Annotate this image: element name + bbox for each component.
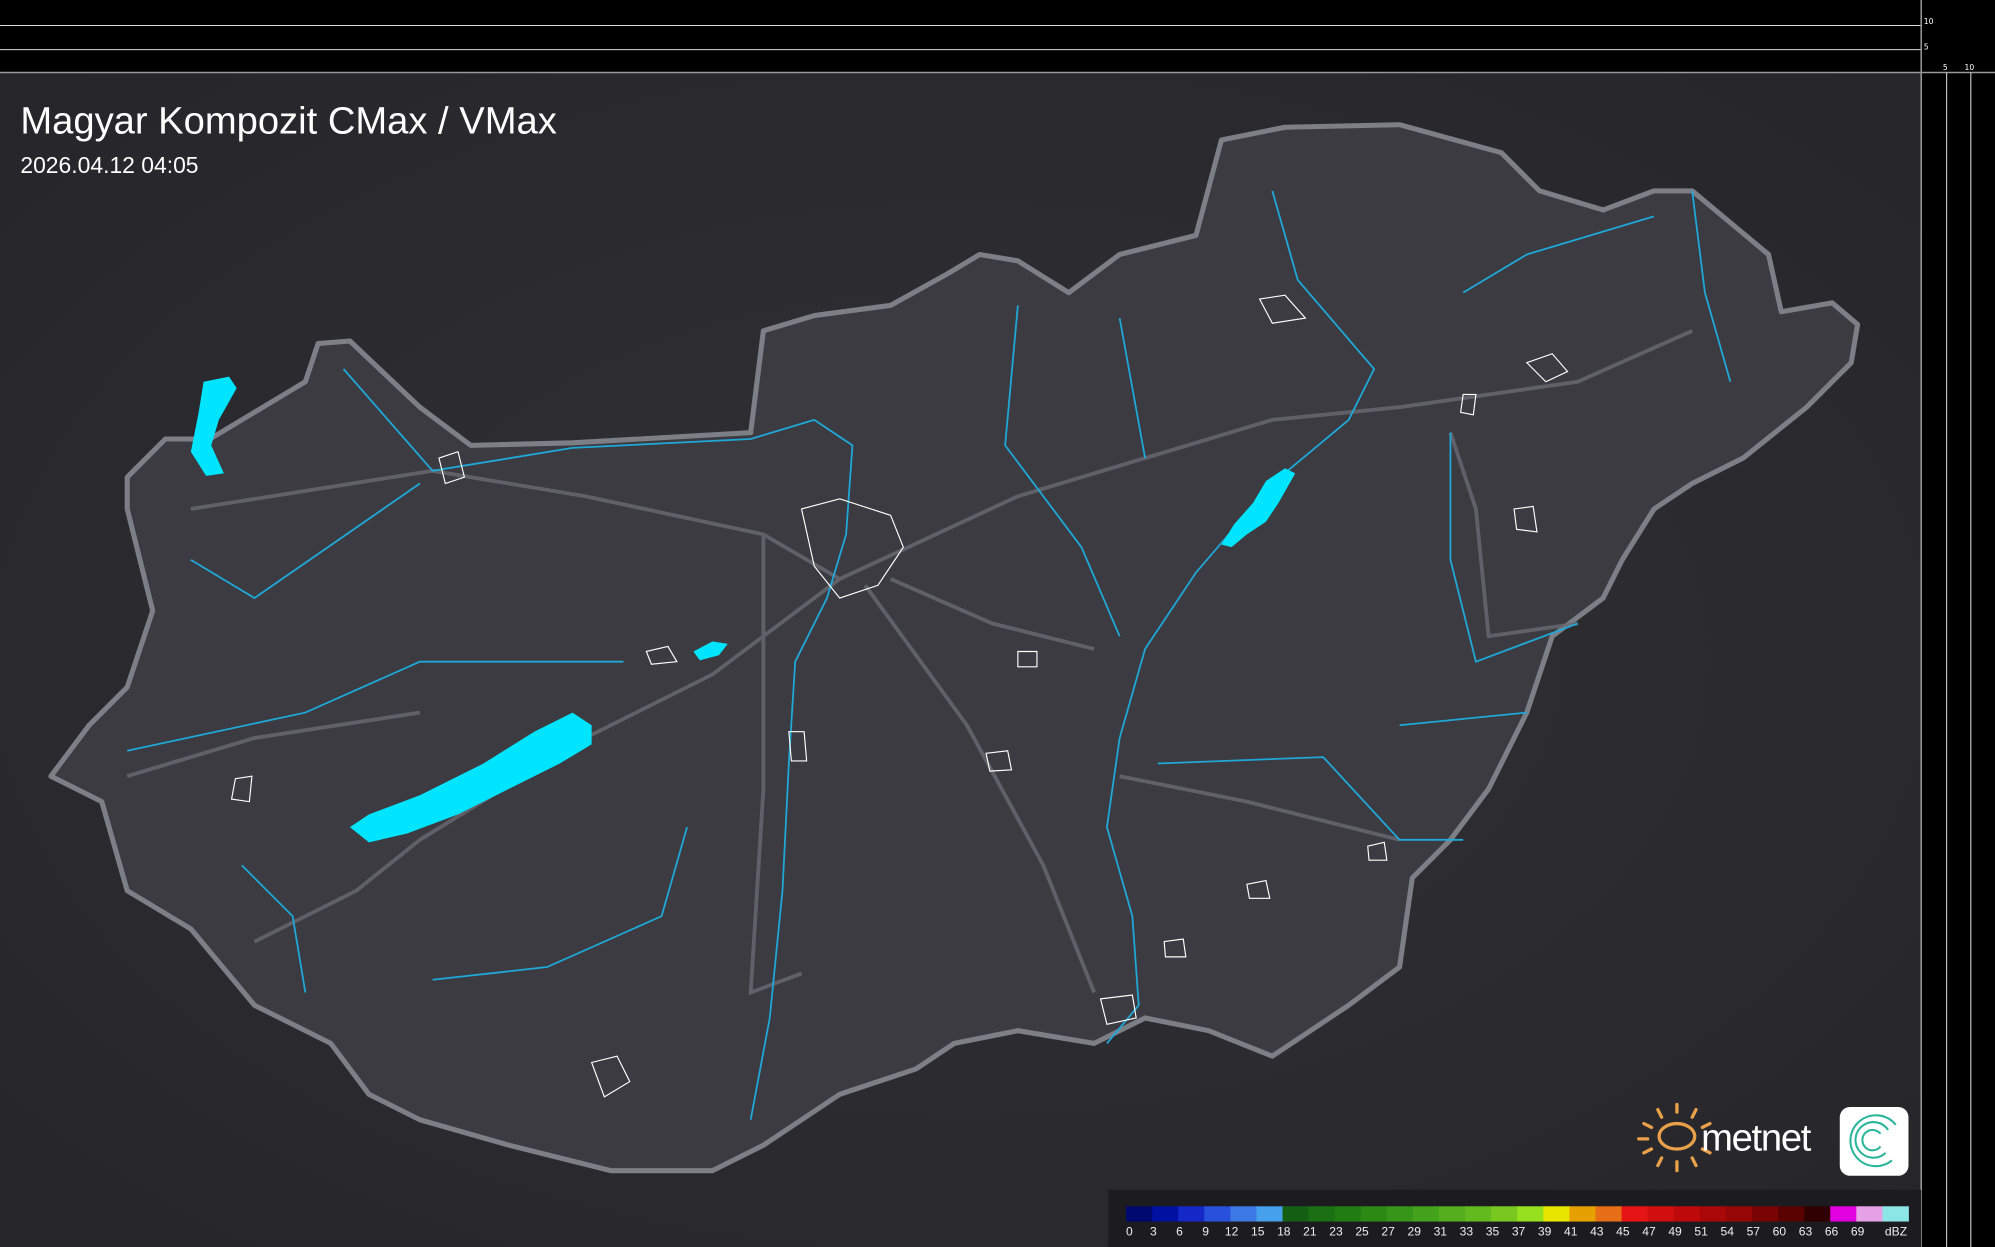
legend-label: 41 <box>1564 1225 1578 1239</box>
legend-label: 25 <box>1355 1225 1369 1239</box>
legend-label: 12 <box>1225 1225 1239 1239</box>
hungary-territory <box>48 122 1861 1174</box>
legend-swatch <box>1491 1206 1518 1222</box>
legend-label: 69 <box>1851 1225 1865 1239</box>
legend-label: 3 <box>1150 1225 1157 1239</box>
legend-label: 35 <box>1486 1225 1500 1239</box>
legend-swatch <box>1830 1206 1857 1222</box>
legend-swatch <box>1334 1206 1362 1222</box>
legend-swatch <box>1386 1206 1414 1222</box>
legend-swatch <box>1230 1206 1257 1222</box>
legend-swatch <box>1465 1206 1492 1222</box>
rivers <box>127 190 1732 1120</box>
legend-swatch <box>1699 1206 1727 1222</box>
legend-swatch <box>1438 1206 1466 1222</box>
legend-swatch <box>1804 1206 1831 1222</box>
radar-app-logo <box>1839 1107 1909 1176</box>
legend-swatch <box>1621 1206 1649 1222</box>
legend-label: 31 <box>1434 1225 1448 1239</box>
legend-swatch <box>1308 1206 1336 1222</box>
legend-label: 49 <box>1668 1225 1682 1239</box>
legend-swatch <box>1882 1206 1909 1222</box>
lake-balaton <box>349 712 592 843</box>
legend-label: 66 <box>1825 1225 1839 1239</box>
map-title: Magyar Kompozit CMax / VMax <box>20 100 556 143</box>
legend-swatch <box>1126 1206 1153 1222</box>
legend-label: 18 <box>1277 1225 1291 1239</box>
right-axis-band <box>1922 0 1995 1247</box>
legend-swatch <box>1543 1206 1570 1222</box>
map-timestamp: 2026.04.12 04:05 <box>20 152 198 178</box>
spiral-icon <box>1849 1114 1897 1168</box>
lake-velence <box>693 641 728 661</box>
axis-tick-label: 10 <box>1964 63 1974 72</box>
legend-label: 0 <box>1126 1225 1133 1239</box>
legend-swatch <box>1412 1206 1440 1222</box>
legend-label: 54 <box>1720 1225 1734 1239</box>
legend-swatch <box>1282 1206 1309 1222</box>
top-axis-band <box>0 0 1995 73</box>
legend-label: 23 <box>1329 1225 1343 1239</box>
legend-swatch <box>1751 1206 1779 1222</box>
legend-label: 9 <box>1202 1225 1209 1239</box>
legend-swatch <box>1856 1206 1883 1222</box>
legend-swatch <box>1517 1206 1544 1222</box>
legend-label: 27 <box>1381 1225 1395 1239</box>
legend-swatch <box>1256 1206 1283 1222</box>
legend-swatch <box>1778 1206 1805 1222</box>
axis-tick-label: 5 <box>1943 63 1948 72</box>
legend-swatch <box>1152 1206 1179 1222</box>
sun-icon <box>1637 1102 1712 1173</box>
legend-swatch <box>1647 1206 1675 1222</box>
legend-swatch <box>1725 1206 1753 1222</box>
roads <box>126 329 1693 996</box>
legend-label: 6 <box>1176 1225 1183 1239</box>
settlement-outlines <box>230 294 1569 1098</box>
metnet-logo: metnet <box>1637 1102 1813 1173</box>
legend-labels: 0 3 6 9 12 15 18 21 23 25 27 29 31 33 35 37 39 41 43 45 47 49… <box>1126 1225 1865 1239</box>
legend-swatch <box>1673 1206 1701 1222</box>
legend-label: 45 <box>1616 1225 1630 1239</box>
legend-label: 57 <box>1747 1225 1761 1239</box>
legend-label: 51 <box>1694 1225 1708 1239</box>
river-danube <box>342 368 854 1120</box>
legend-swatch <box>1360 1206 1388 1222</box>
legend-swatch <box>1178 1206 1205 1222</box>
lake-ferto <box>190 376 237 476</box>
legend-label: 39 <box>1538 1225 1552 1239</box>
legend-swatch <box>1595 1206 1622 1222</box>
axis-tick-label: 5 <box>1924 43 1929 52</box>
lakes <box>190 376 1296 843</box>
metnet-wordmark: metnet <box>1701 1116 1812 1159</box>
legend-label: 21 <box>1303 1225 1317 1239</box>
legend-colorbar <box>1126 1206 1909 1222</box>
legend-swatch <box>1204 1206 1231 1222</box>
legend-label: 15 <box>1251 1225 1265 1239</box>
legend-label: 29 <box>1407 1225 1421 1239</box>
legend-label: 37 <box>1512 1225 1526 1239</box>
axis-tick-label: 10 <box>1924 17 1934 26</box>
legend-label: 63 <box>1799 1225 1813 1239</box>
lake-tisza <box>1221 468 1296 548</box>
river-tisza <box>1106 190 1376 1044</box>
legend-label: 47 <box>1642 1225 1656 1239</box>
legend-label: 60 <box>1773 1225 1787 1239</box>
legend-swatch <box>1569 1206 1596 1222</box>
legend-label: 33 <box>1460 1225 1474 1239</box>
legend-unit: dBZ <box>1885 1225 1907 1239</box>
legend-label: 43 <box>1590 1225 1604 1239</box>
